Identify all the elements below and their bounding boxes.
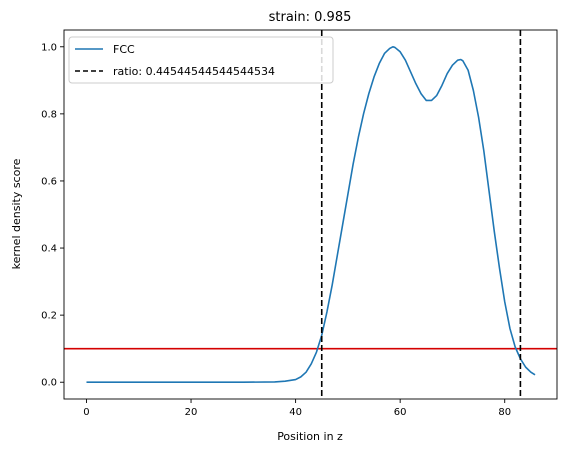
y-axis-label: kernel density score xyxy=(10,158,23,269)
x-axis-label: Position in z xyxy=(277,430,343,443)
chart-title: strain: 0.985 xyxy=(269,10,352,25)
plot-area xyxy=(63,29,558,400)
y-tick-label-4: 0.8 xyxy=(41,109,57,120)
y-tick-label-1: 0.2 xyxy=(41,311,57,322)
y-tick-label-3: 0.6 xyxy=(41,176,57,187)
legend-label-ratio: ratio: 0.44544544544544534 xyxy=(113,65,275,78)
x-tick-label-3: 60 xyxy=(394,407,407,418)
y-tick-label-0: 0.0 xyxy=(41,378,57,389)
axis-ticks: 0 20 40 60 80 0.0 0.2 0.4 0.6 0.8 1.0 xyxy=(41,42,511,418)
x-tick-label-1: 20 xyxy=(185,407,198,418)
x-tick-label-2: 40 xyxy=(289,407,302,418)
y-tick-label-5: 1.0 xyxy=(41,42,57,53)
y-tick-label-2: 0.4 xyxy=(41,244,57,255)
axes-frame xyxy=(63,29,558,400)
legend-label-fcc: FCC xyxy=(113,43,135,56)
x-tick-label-0: 0 xyxy=(83,407,89,418)
x-tick-label-4: 80 xyxy=(498,407,511,418)
legend-box xyxy=(68,36,334,84)
series-line-fcc xyxy=(86,45,536,384)
legend: FCC ratio: 0.44544544544544534 xyxy=(68,36,334,84)
